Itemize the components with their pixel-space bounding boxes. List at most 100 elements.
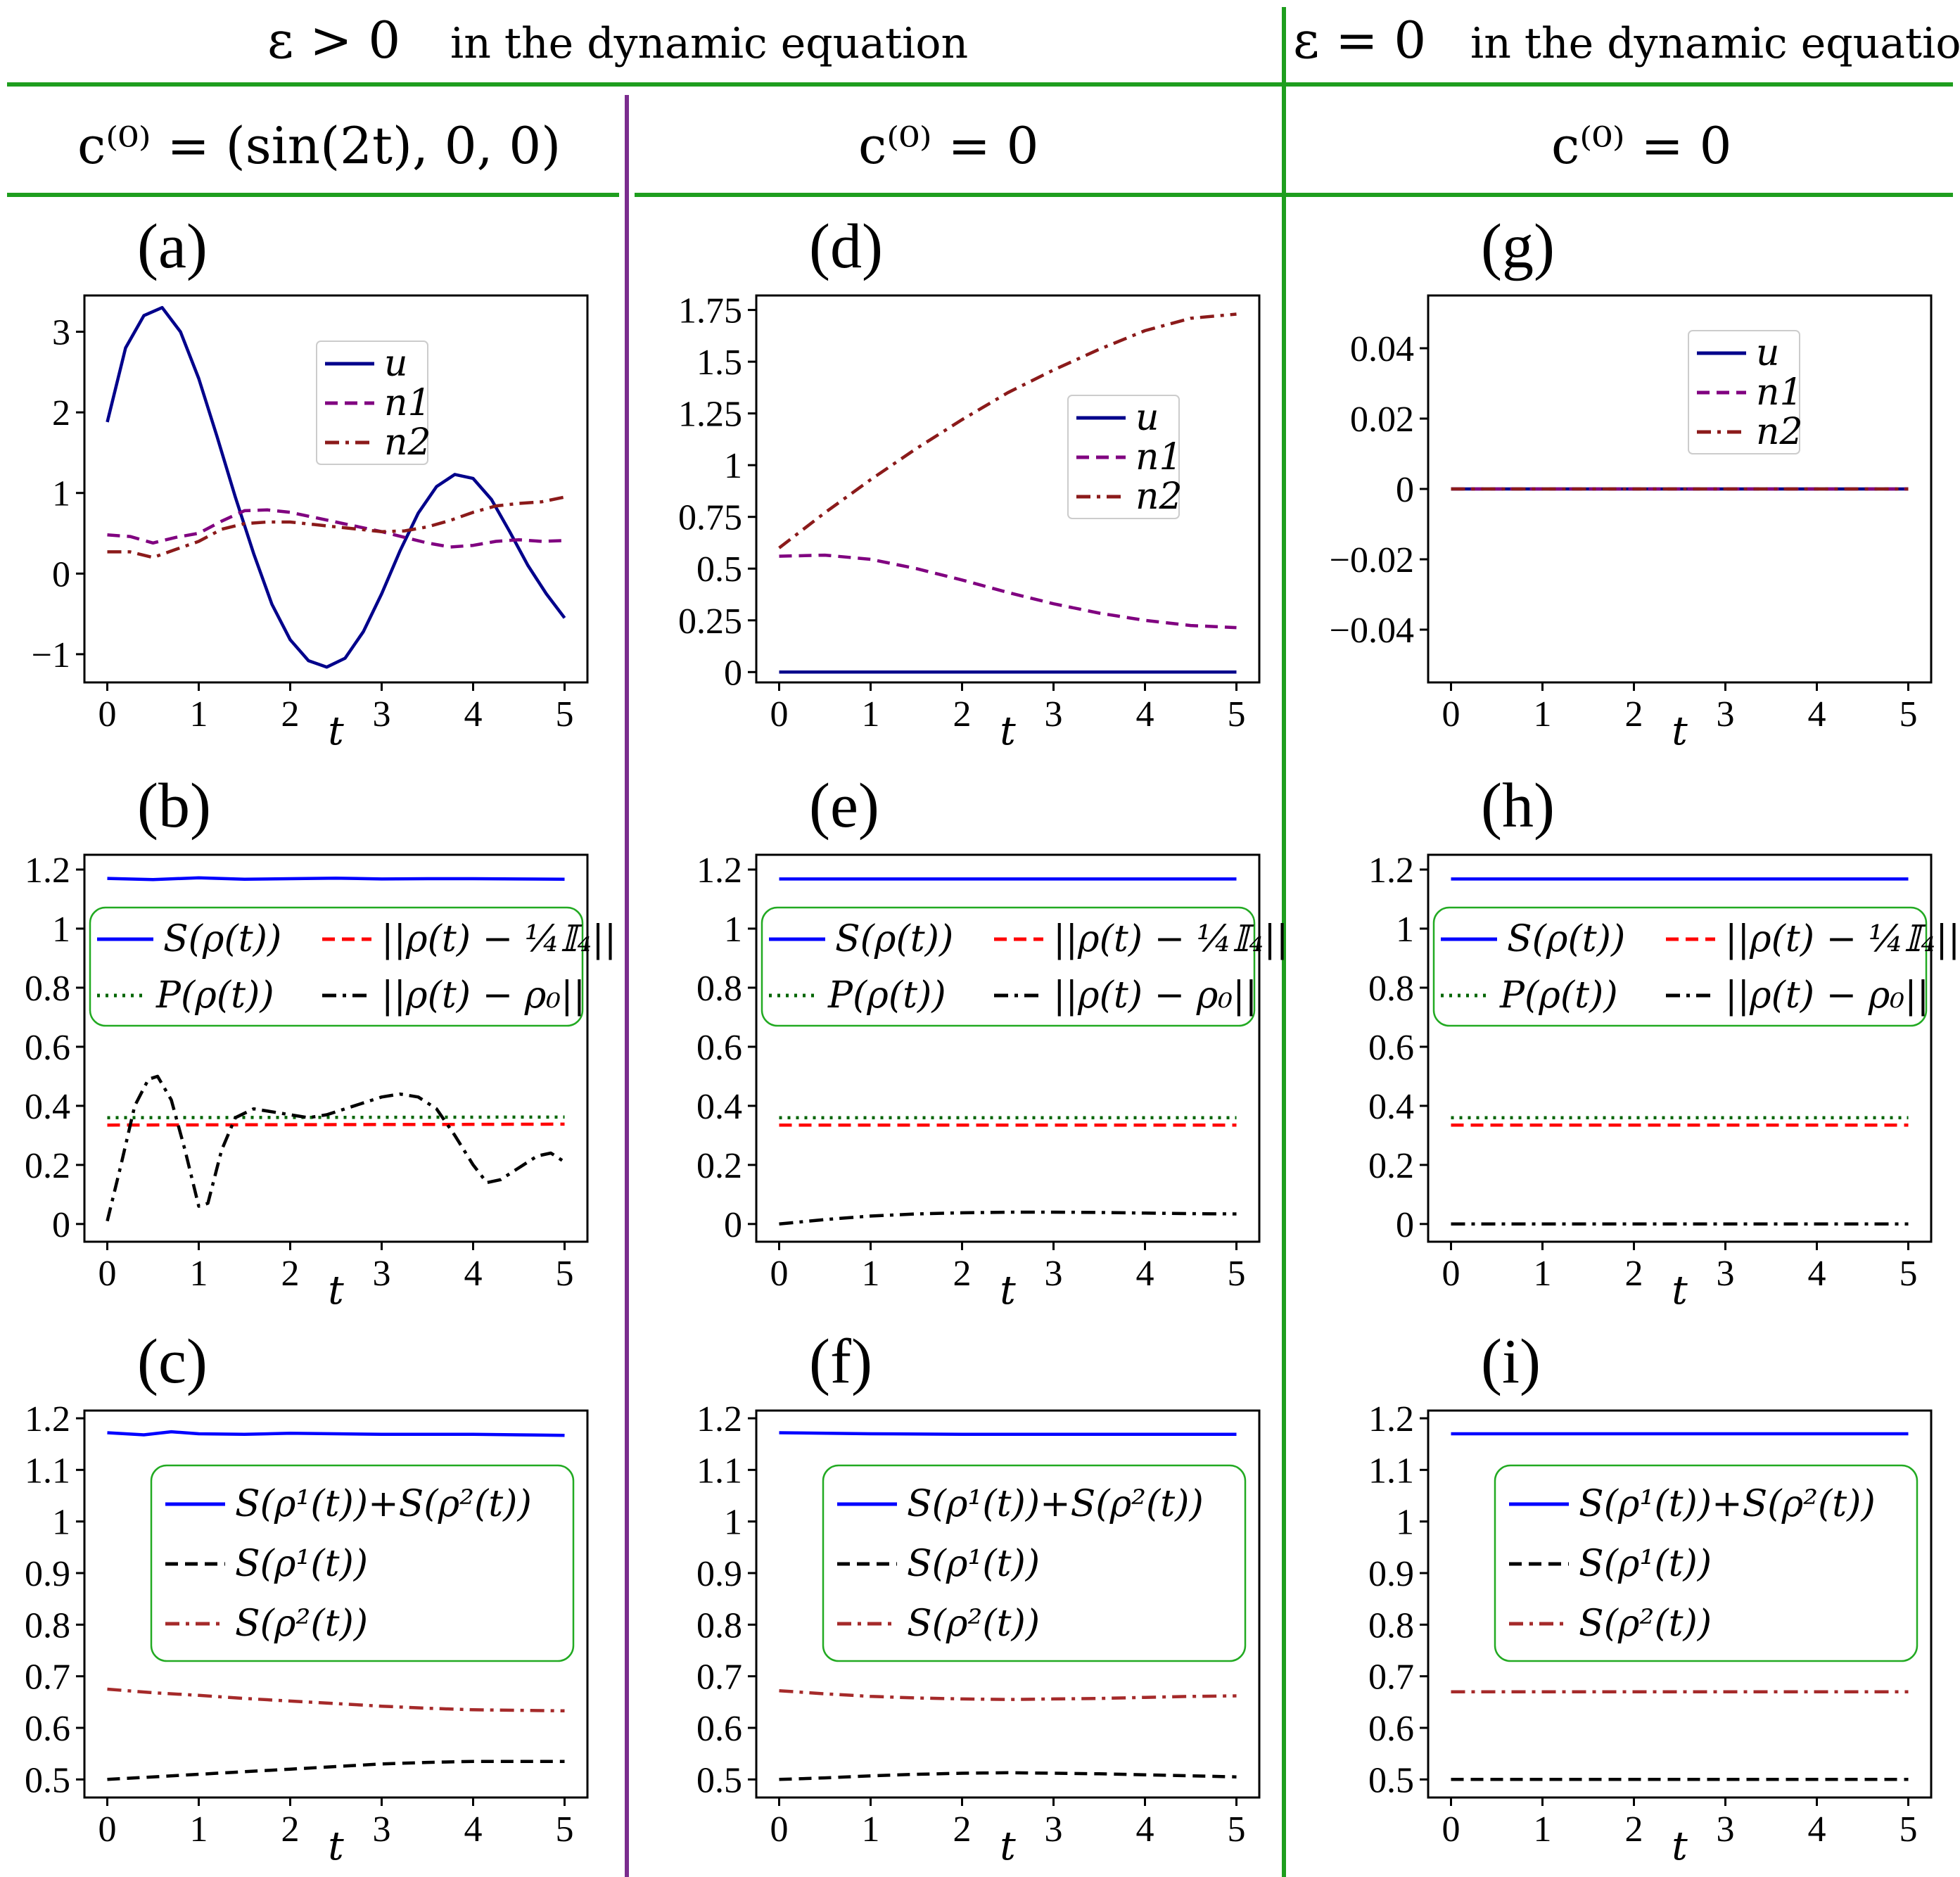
- y-tick-label: 0.9: [696, 1554, 742, 1594]
- legend-label: S(ρ²(t)): [1579, 1603, 1712, 1645]
- y-tick-label: 1.1: [696, 1451, 742, 1491]
- y-tick-label: 0: [52, 1205, 70, 1245]
- x-tick-label: 0: [1442, 1254, 1461, 1294]
- y-tick-label: 1.2: [1368, 851, 1414, 891]
- x-tick-label: 0: [770, 1254, 789, 1294]
- legend-label: P(ρ(t)): [155, 974, 274, 1017]
- x-tick-label: 4: [464, 1254, 483, 1294]
- plot-frame: [83, 294, 589, 684]
- panel-e: (e) 0 1 2 3 4 5 t 0 0.2 0.4 0.6 0.8 1 1.2 S(ρ(t)) ||ρ(t)…: [696, 771, 1288, 1313]
- x-tick-label: 1: [190, 694, 208, 734]
- x-axis-label: t: [328, 708, 344, 754]
- x-tick-label: 1: [862, 1254, 880, 1294]
- y-tick-label: 0: [724, 653, 742, 693]
- x-tick-label: 1: [862, 694, 880, 734]
- panel-label: (g): [1481, 212, 1555, 281]
- series-line-S2: [107, 1687, 565, 1713]
- x-tick-label: 5: [556, 694, 574, 734]
- legend-box: [150, 1464, 575, 1662]
- x-axis-label: t: [1672, 1824, 1688, 1869]
- plot-frame: [1427, 853, 1933, 1243]
- x-tick-label: 0: [1442, 694, 1461, 734]
- x-axis-label: t: [1672, 1268, 1688, 1313]
- series-line-S12: [107, 1430, 565, 1437]
- legend: S(ρ¹(t))+S(ρ²(t)) S(ρ¹(t)) S(ρ²(t)): [150, 1464, 575, 1662]
- y-tick-label: 0.8: [1368, 1605, 1414, 1646]
- legend-box: [822, 1464, 1247, 1662]
- y-tick-label: 1.5: [696, 343, 742, 383]
- series-line-n2: [778, 312, 1237, 549]
- y-tick-label: 0.02: [1350, 400, 1414, 440]
- panel-label: (b): [137, 771, 211, 841]
- plot-frame: [755, 294, 1261, 684]
- y-tick-label: −1: [32, 635, 70, 675]
- x-tick-label: 1: [1534, 1254, 1552, 1294]
- header-epsilon-positive: ε > 0 in the dynamic equation: [267, 11, 968, 70]
- header-epsilon-zero: ε = 0 in the dynamic equation: [1293, 11, 1960, 70]
- x-tick-label: 3: [373, 1254, 391, 1294]
- y-tick-label: 0.4: [696, 1087, 742, 1127]
- panel-c: (c) 0 1 2 3 4 5 t 0.5 0.6 0.7 0.8 0.9 1 1.1 1.2 S(ρ¹(t))…: [25, 1327, 589, 1869]
- y-tick-label: 1: [52, 910, 70, 950]
- x-tick-label: 2: [953, 694, 972, 734]
- y-tick-label: 1: [52, 1503, 70, 1543]
- series-line-S1: [107, 1760, 565, 1781]
- x-axis-label: t: [1000, 708, 1016, 754]
- legend-label: ||ρ(t) − ¼𝕀₄||: [381, 918, 616, 960]
- legend-label: S(ρ¹(t)): [235, 1543, 368, 1585]
- y-tick-label: 1: [724, 1503, 742, 1543]
- legend-box: [1432, 906, 1928, 1027]
- y-tick-label: 1.2: [1368, 1399, 1414, 1439]
- legend-label: S(ρ¹(t))+S(ρ²(t)): [235, 1483, 532, 1525]
- y-tick-label: 0.8: [25, 1605, 70, 1646]
- header-col1-initial-control: c⁽⁰⁾ = (sin(2t), 0, 0): [77, 116, 561, 175]
- x-tick-label: 5: [1899, 1809, 1918, 1850]
- panel-b: (b) 0 1 2 3 4 5 t 0 0.2 0.4 0.6 0.8 1 1.2 S(ρ(t)) ||ρ(t)…: [25, 771, 616, 1313]
- y-tick-label: 0.6: [25, 1709, 70, 1749]
- panel-label: (a): [137, 212, 208, 281]
- header-eps-positive-symbol: ε > 0: [267, 11, 400, 70]
- legend-label: S(ρ(t)): [1507, 918, 1625, 960]
- header-eps-zero-text: in the dynamic equation: [1470, 19, 1960, 68]
- legend: S(ρ(t)) ||ρ(t) − ¼𝕀₄|| P(ρ(t)) ||ρ(t) − ρ₀|…: [761, 906, 1288, 1027]
- y-tick-label: 1.2: [25, 851, 70, 891]
- plot-frame: [755, 1409, 1261, 1799]
- y-tick-label: 1: [724, 446, 742, 486]
- y-tick-label: 1: [724, 910, 742, 950]
- series-line-S: [107, 876, 565, 882]
- x-tick-label: 1: [1534, 694, 1552, 734]
- header-eps-positive-text: in the dynamic equation: [450, 19, 968, 68]
- y-tick-label: 1.25: [678, 395, 742, 435]
- series-line-dist_rho0: [779, 1210, 1237, 1226]
- x-tick-label: 3: [1045, 1809, 1063, 1850]
- y-tick-label: 0.9: [1368, 1554, 1414, 1594]
- legend-label: n1: [1135, 436, 1183, 478]
- panel-label: (e): [809, 771, 879, 841]
- panel-label: (h): [1481, 771, 1555, 841]
- x-tick-label: 2: [281, 694, 300, 734]
- y-tick-label: 0.6: [696, 1028, 742, 1068]
- x-axis-label: t: [1000, 1268, 1016, 1313]
- x-tick-label: 5: [556, 1254, 574, 1294]
- y-tick-label: 1.75: [678, 291, 742, 331]
- y-tick-label: 0.6: [696, 1709, 742, 1749]
- x-tick-label: 5: [1899, 694, 1918, 734]
- x-tick-label: 0: [770, 694, 789, 734]
- y-tick-label: 0.7: [696, 1658, 742, 1698]
- panel-i: (i) 0 1 2 3 4 5 t 0.5 0.6 0.7 0.8 0.9 1 1.1 1.2 S(ρ¹(t))…: [1368, 1327, 1933, 1869]
- x-tick-label: 1: [190, 1254, 208, 1294]
- x-tick-label: 2: [281, 1809, 300, 1850]
- legend: S(ρ(t)) ||ρ(t) − ¼𝕀₄|| P(ρ(t)) ||ρ(t) − ρ₀|…: [1432, 906, 1960, 1027]
- x-tick-label: 4: [1136, 1254, 1154, 1294]
- legend-label: n1: [384, 382, 431, 424]
- y-tick-label: 3: [52, 313, 70, 353]
- legend-label: S(ρ(t)): [835, 918, 953, 960]
- legend-box: [761, 906, 1256, 1027]
- x-tick-label: 0: [98, 1254, 117, 1294]
